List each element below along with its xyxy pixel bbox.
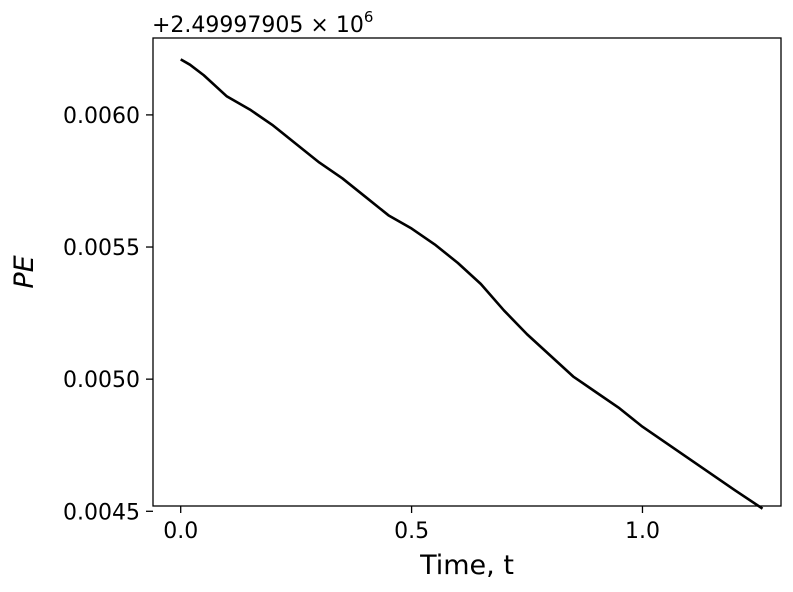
y-tick-label: 0.0055 bbox=[63, 236, 140, 261]
x-axis-label: Time, t bbox=[419, 550, 514, 581]
y-tick-label: 0.0050 bbox=[63, 368, 140, 393]
y-axis-ticks: 0.0045 0.0050 0.0055 0.0060 bbox=[63, 104, 153, 525]
x-tick-label: 0.0 bbox=[163, 519, 198, 544]
plot-frame bbox=[152, 37, 782, 507]
x-axis-ticks: 0.0 0.5 1.0 bbox=[163, 506, 660, 544]
plot-area bbox=[152, 37, 782, 510]
y-axis-offset-label: +2.49997905 × 106 bbox=[152, 8, 373, 38]
y-tick-label: 0.0060 bbox=[63, 104, 140, 129]
x-tick-label: 1.0 bbox=[625, 519, 660, 544]
x-tick-label: 0.5 bbox=[394, 519, 429, 544]
series-line-0 bbox=[180, 58, 764, 510]
y-tick-label: 0.0045 bbox=[63, 500, 140, 525]
y-axis-label: PE bbox=[9, 255, 40, 288]
